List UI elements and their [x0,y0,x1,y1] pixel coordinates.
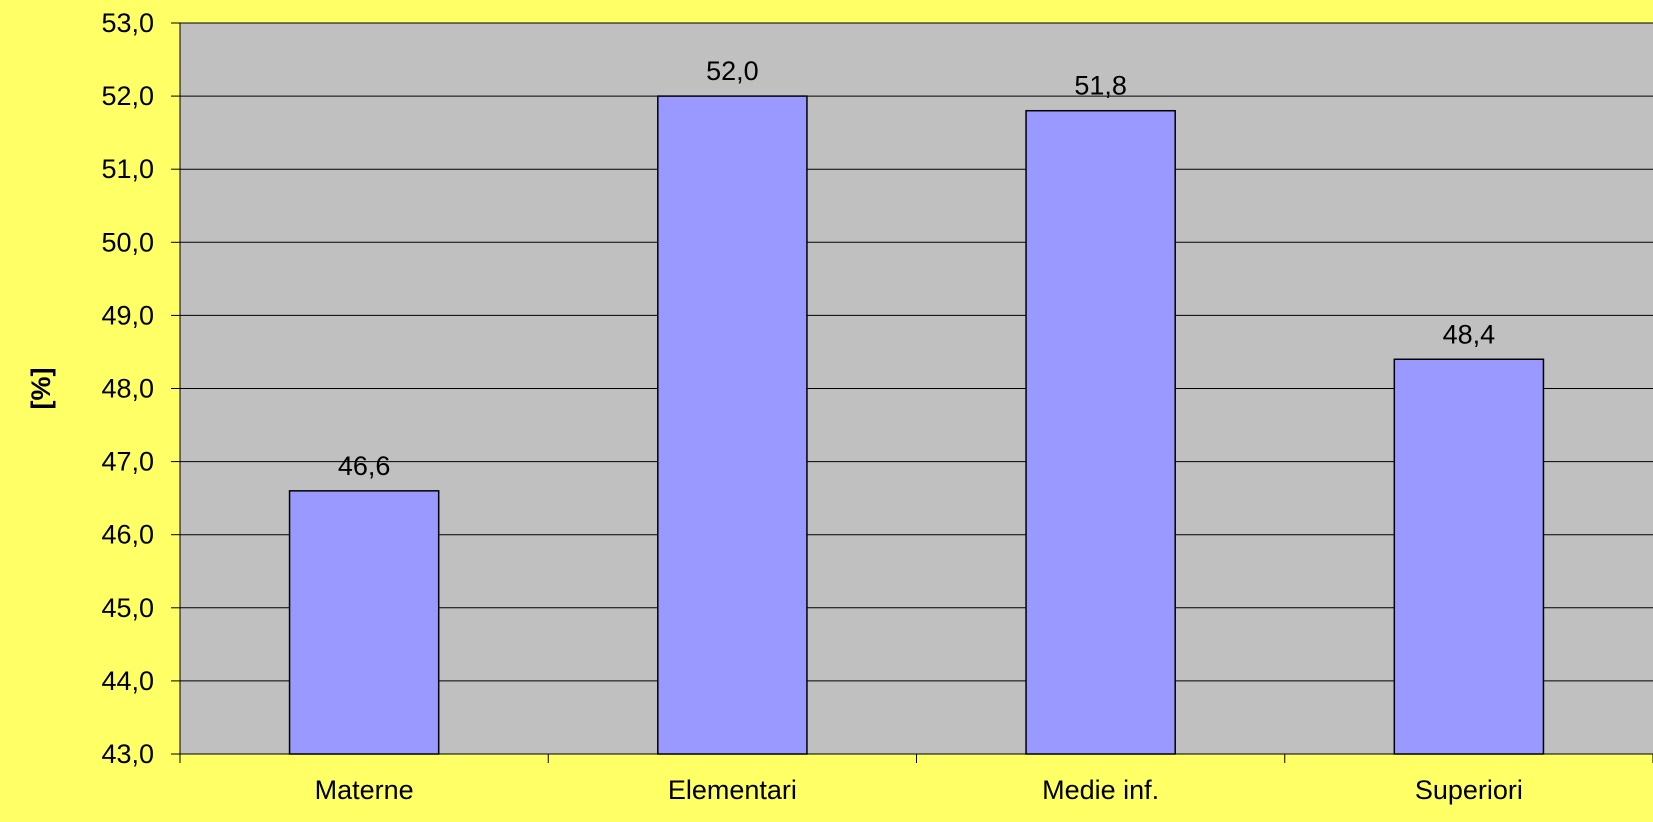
y-tick-label: 44,0 [101,666,154,696]
bar-materne [288,490,440,755]
x-tick-label: Materne [315,775,414,805]
y-tick-label: 46,0 [101,520,154,550]
labels: 43,0 44,0 45,0 46,0 47,0 48,0 49,0 50,0 51,0 52,0… [101,8,1522,805]
data-label: 51,8 [1074,71,1127,101]
bar-elementari [657,95,808,755]
bar-medie-inf [1025,109,1176,755]
y-tick-label: 49,0 [101,300,154,330]
y-tick-label: 48,0 [101,374,154,404]
x-tick-label: Elementari [668,775,797,805]
x-tick-label: Medie inf. [1042,775,1159,805]
data-label: 48,4 [1443,319,1496,349]
y-tick-label: 45,0 [101,593,154,623]
y-tick-label: 52,0 [101,81,154,111]
y-axis-label: [%] [26,368,56,410]
y-tick-label: 53,0 [101,8,154,38]
data-label: 46,6 [338,451,391,481]
bar-superiori [1393,358,1545,755]
data-label: 52,0 [706,56,759,86]
y-tick-label: 47,0 [101,447,154,477]
axes [171,22,1653,763]
bars [288,95,1545,755]
x-tick-label: Superiori [1415,775,1523,805]
y-tick-label: 51,0 [101,154,154,184]
y-tick-label: 43,0 [101,739,154,769]
y-tick-label: 50,0 [101,227,154,257]
